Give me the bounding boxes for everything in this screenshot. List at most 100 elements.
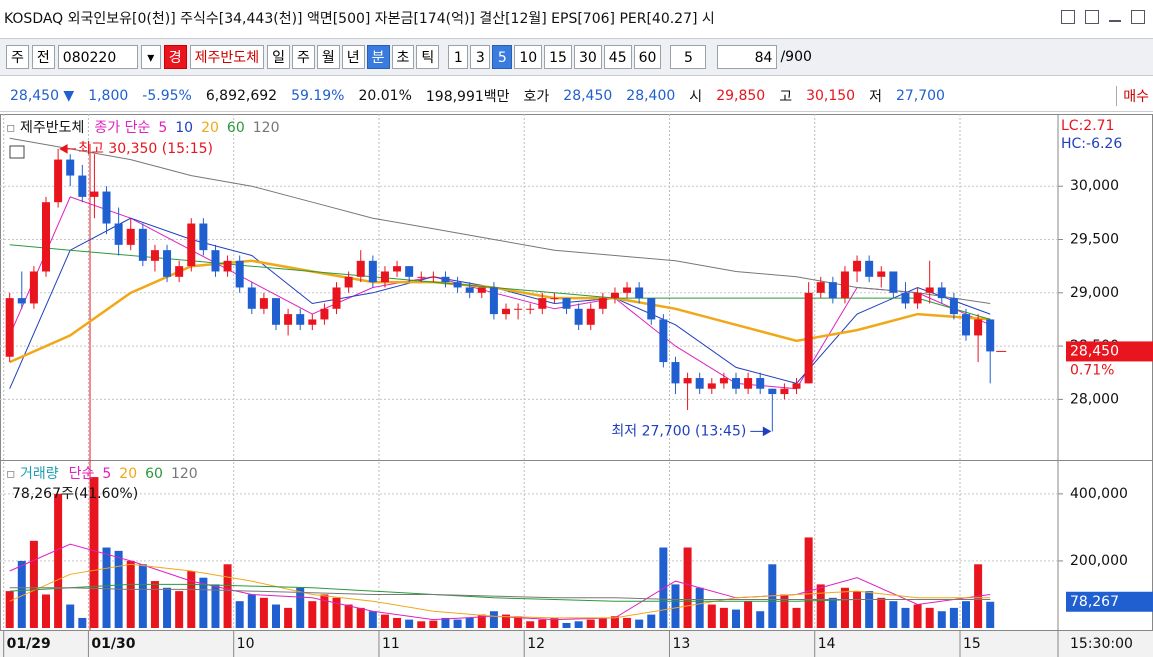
info-item: 29,850 [716,87,766,104]
y-tick-label: 28,000 [1070,391,1119,407]
candle-body [417,276,426,278]
volume-bar [126,560,135,628]
interval-button[interactable]: 15 [544,45,572,69]
ma-line [9,137,991,304]
volume-bar [308,601,317,628]
volume-bar [574,621,583,628]
info-item: 6,892,692 [205,87,278,104]
volume-bar [163,587,172,628]
legend-label: 종가 단순 [94,120,150,136]
candle-body [393,266,402,272]
x-tick-label: 11 [382,636,400,652]
interval-button[interactable]: 10 [514,45,543,69]
candle-body [223,260,232,272]
candle-body [610,292,619,299]
candle-body [526,308,535,310]
time-label: 15:30:00 [1070,636,1133,652]
candle-body [66,159,75,176]
volume-summary: 78,267주(41.60%) [12,486,138,502]
volume-bar [937,611,946,628]
button[interactable]: ▾ [140,45,161,69]
interval-button[interactable]: 30 [573,45,602,69]
volume-bar [744,601,753,628]
interval-button[interactable]: 45 [603,45,632,69]
period-button[interactable]: 주 [291,45,315,69]
volume-bar [393,617,402,628]
volume-bar [187,570,196,628]
legend-item: 5 [102,466,111,482]
period-button[interactable]: 년 [341,45,365,69]
last-price-label: 28,450 [1070,343,1119,359]
interval-group: 1 3 5 10 15 30 45 60 [448,45,662,69]
info-item: 198,991백만 [425,88,510,105]
period-button[interactable]: 분 [366,45,390,69]
volume-bar [175,591,184,628]
volume-bar [150,581,159,628]
y-tick-label: 29,000 [1070,285,1119,301]
interval-button[interactable]: 5 [492,45,513,69]
candle-body [344,276,353,288]
volume-bar [441,617,450,628]
interval-button[interactable]: 3 [470,45,491,69]
volume-bar [804,537,813,628]
info-item: 27,700 [895,87,945,104]
candle-body [707,383,716,389]
candle-body [562,298,571,309]
interval-button[interactable]: 1 [448,45,469,69]
last-change: 0.71% [1070,362,1114,378]
code-input[interactable]: 080220 [57,45,138,69]
period-button[interactable]: 월 [316,45,340,69]
volume-bar [42,594,50,628]
legend: ▫ 제주반도체 종가 단순 5 10 20 60 120 [6,120,279,136]
legend: ▫ 거래량 단순 5 20 60 120 [6,466,198,482]
volume-bar [502,614,510,628]
button[interactable]: 주 [6,45,29,69]
candle-body [647,298,656,320]
volume-bar [853,591,862,628]
period-button[interactable]: 틱 [416,45,440,69]
candle-body [683,378,692,384]
minimize[interactable] [1109,20,1121,22]
volume-bar [889,601,898,628]
volume-bar [732,609,740,628]
count-input[interactable]: 84 [717,45,778,69]
candle-body [356,260,365,277]
volume-bar [816,584,825,628]
icon[interactable] [1085,10,1099,24]
ma-line [9,563,991,619]
volume-bar [465,617,474,628]
unit-select[interactable]: 5 [670,45,707,69]
volume-bar [405,619,414,628]
window-controls[interactable] [1061,10,1145,24]
legend-title: 거래량 [20,466,59,482]
candle-body [199,223,208,251]
stock-name[interactable]: 제주반도체 [189,45,265,69]
count-max: /900 [780,49,812,65]
candle-body [489,287,498,315]
candle-body [925,287,934,293]
volume-bar [247,594,256,628]
volume-bar [901,607,910,628]
volume-bar [5,591,14,628]
candle-body [853,260,862,272]
icon[interactable] [1061,10,1075,24]
candle-body [78,175,87,197]
period-button[interactable]: 일 [267,45,290,69]
stat-label: HC:-6.26 [1061,136,1122,152]
y-tick-label: 29,500 [1070,232,1119,248]
legend-item: 10 [175,120,193,136]
maximize[interactable] [1131,10,1145,24]
candle-body [405,266,414,277]
info-item: 고 [779,88,793,105]
volume-bar [489,611,498,628]
candle-body [756,378,765,389]
button[interactable]: 전 [31,45,55,69]
info-item: 저 [869,88,882,105]
info-item: 매수 [1116,85,1149,106]
period-button[interactable]: 초 [391,45,415,69]
legend-item: 60 [145,466,163,482]
interval-button[interactable]: 60 [633,45,662,69]
x-tick-label: 12 [527,636,545,652]
candle-body [623,287,632,293]
